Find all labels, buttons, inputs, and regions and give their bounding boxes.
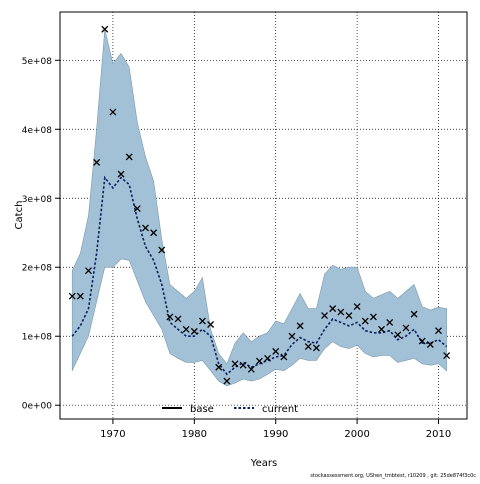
observed-point [288, 332, 296, 340]
x-tick-label: 2000 [344, 429, 369, 440]
observed-point [410, 310, 418, 318]
observed-point [394, 331, 402, 339]
observed-point [150, 229, 158, 237]
observed-point [207, 321, 215, 328]
observed-point [264, 354, 272, 362]
observed-point [255, 357, 263, 365]
x-tick-label: 1970 [100, 429, 125, 440]
observed-point [321, 312, 329, 319]
observed-point [353, 303, 361, 311]
x-tick-label: 1990 [263, 429, 288, 440]
observed-point [85, 267, 92, 275]
observed-point [247, 365, 255, 373]
observed-point [198, 317, 206, 325]
observed-point [125, 153, 133, 161]
x-tick-label: 1980 [182, 429, 207, 440]
observed-point [369, 313, 377, 321]
observed-point [312, 344, 320, 352]
y-tick-label: 4e+08 [22, 126, 53, 136]
observed-point [215, 363, 223, 371]
observed-point [133, 205, 141, 213]
observed-point [166, 313, 174, 321]
y-axis-ticks: 0e+00 1e+08 2e+08 3e+08 4e+08 5e+08 [22, 57, 60, 412]
observed-point [109, 108, 117, 116]
observed-point [117, 170, 125, 178]
y-tick-label: 2e+08 [22, 264, 53, 274]
observed-point [190, 327, 198, 335]
plot-frame [59, 11, 468, 420]
y-tick-label: 5e+08 [22, 57, 53, 67]
confidence-band [71, 29, 447, 387]
observed-point [223, 377, 231, 385]
observed-point [174, 315, 182, 323]
observed-point [68, 292, 76, 300]
observed-point [272, 347, 280, 355]
observed-point [337, 308, 345, 316]
x-tick-label: 2010 [426, 429, 451, 440]
observed-point [378, 325, 385, 333]
observed-point [345, 312, 353, 319]
y-tick-label: 0e+00 [22, 402, 53, 412]
x-axis-ticks: 1970 1980 1990 2000 2010 [100, 419, 451, 440]
observed-point [101, 25, 109, 33]
footer-note: stockassessment.org, UShen_tmbtest, r102… [310, 473, 476, 479]
observed-point [231, 360, 239, 368]
observed-point [239, 361, 247, 369]
observed-point [304, 343, 312, 351]
observed-point [426, 341, 434, 348]
observed-point [418, 337, 426, 345]
observed-point [443, 352, 451, 359]
observed-point [93, 158, 101, 166]
legend-label-current: current [262, 404, 298, 415]
observed-point [361, 317, 369, 325]
observed-point [296, 322, 304, 330]
observed-point [329, 305, 337, 313]
observed-point [435, 327, 442, 335]
observed-point [402, 324, 410, 332]
observed-point [182, 325, 190, 333]
y-axis-label: Catch [14, 201, 25, 230]
x-axis-label: Years [250, 458, 277, 469]
observed-point [142, 224, 149, 232]
observed-point [158, 246, 166, 254]
legend-label-base: base [190, 404, 214, 415]
observed-point [76, 292, 84, 300]
y-tick-label: 3e+08 [22, 195, 53, 205]
observed-point [280, 353, 288, 361]
legend: base current [162, 404, 298, 415]
y-tick-label: 1e+08 [22, 333, 53, 343]
observed-point [386, 318, 394, 326]
observed-points [68, 25, 451, 385]
